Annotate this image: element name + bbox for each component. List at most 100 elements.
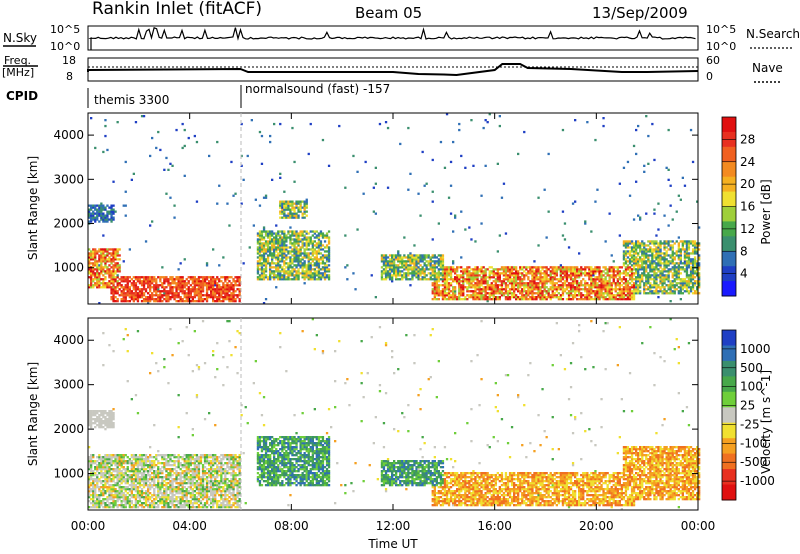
heatmap-cell xyxy=(224,278,227,281)
heatmap-cell xyxy=(100,490,103,493)
heatmap-cell xyxy=(266,232,270,235)
heatmap-cell xyxy=(134,298,138,301)
heatmap-cell xyxy=(171,282,174,285)
heatmap-cell xyxy=(279,260,282,263)
heatmap-cell xyxy=(289,238,292,241)
heatmap-cell xyxy=(527,276,530,279)
heatmap-cell xyxy=(635,128,638,132)
heatmap-cell xyxy=(645,262,648,265)
heatmap-cell xyxy=(523,296,526,299)
heatmap-cell xyxy=(586,282,589,285)
heatmap-cell xyxy=(454,276,457,279)
heatmap-cell xyxy=(126,334,129,337)
heatmap-cell xyxy=(102,268,105,271)
heatmap-cell xyxy=(303,210,306,213)
heatmap-cell xyxy=(287,202,290,205)
heatmap-cell xyxy=(600,272,603,275)
heatmap-cell xyxy=(478,284,481,287)
heatmap-cell xyxy=(472,296,475,299)
heatmap-cell xyxy=(535,296,538,299)
heatmap-cell xyxy=(667,248,670,251)
heatmap-cell xyxy=(504,288,508,291)
heatmap-cell xyxy=(559,286,562,289)
heatmap-cell xyxy=(685,276,689,279)
heatmap-cell xyxy=(624,288,628,291)
heatmap-cell xyxy=(462,282,465,285)
heatmap-cell xyxy=(663,262,666,265)
heatmap-cell xyxy=(96,286,99,289)
heatmap-cell xyxy=(635,240,638,243)
heatmap-cell xyxy=(529,272,532,275)
heatmap-cell xyxy=(454,296,457,299)
heatmap-cell xyxy=(681,266,684,269)
heatmap-cell xyxy=(472,270,475,273)
heatmap-cell xyxy=(151,282,154,285)
heatmap-cell xyxy=(305,240,308,243)
heatmap-cell xyxy=(447,270,451,273)
heatmap-cell xyxy=(114,288,117,291)
heatmap-cell xyxy=(643,254,646,257)
heatmap-cell xyxy=(108,476,111,479)
heatmap-cell xyxy=(218,298,221,301)
heatmap-cell xyxy=(547,294,550,297)
heatmap-cell xyxy=(112,284,115,287)
heatmap-cell xyxy=(626,294,630,297)
heatmap-cell xyxy=(409,262,412,265)
heatmap-cell xyxy=(513,282,516,285)
heatmap-cell xyxy=(513,286,516,289)
heatmap-cell xyxy=(100,504,103,507)
heatmap-cell xyxy=(104,474,107,477)
heatmap-cell xyxy=(323,240,327,243)
heatmap-cell xyxy=(685,262,689,265)
heatmap-cell xyxy=(488,296,491,299)
heatmap-cell xyxy=(535,288,538,291)
heatmap-cell xyxy=(98,410,101,413)
heatmap-cell xyxy=(269,242,272,245)
heatmap-cell xyxy=(671,284,674,287)
heatmap-cell xyxy=(535,284,538,287)
heatmap-cell xyxy=(555,278,558,281)
heatmap-cell xyxy=(476,286,479,289)
freq-left-tick-bottom: 8 xyxy=(66,70,73,83)
heatmap-cell xyxy=(691,276,695,279)
heatmap-cell xyxy=(458,298,461,301)
heatmap-cell xyxy=(553,272,556,275)
heatmap-cell xyxy=(403,264,406,267)
heatmap-cell xyxy=(531,276,534,279)
heatmap-cell xyxy=(630,256,634,259)
heatmap-cell xyxy=(224,292,227,295)
heatmap-cell xyxy=(256,270,260,273)
heatmap-cell xyxy=(663,256,666,259)
heatmap-cell xyxy=(663,274,666,277)
heatmap-cell xyxy=(260,232,264,235)
heatmap-cell xyxy=(478,298,481,301)
heatmap-cell xyxy=(291,248,294,251)
heatmap-cell xyxy=(606,274,609,277)
heatmap-cell xyxy=(683,242,687,245)
heatmap-cell xyxy=(574,276,577,279)
heatmap-cell xyxy=(480,288,483,291)
heatmap-cell xyxy=(90,206,93,209)
heatmap-cell xyxy=(657,284,660,287)
heatmap-cell xyxy=(130,294,133,297)
heatmap-cell xyxy=(592,268,595,271)
heatmap-cell xyxy=(291,214,294,217)
heatmap-cell xyxy=(419,214,422,217)
heatmap-cell xyxy=(321,260,325,263)
heatmap-cell xyxy=(92,280,95,283)
heatmap-cell xyxy=(612,266,615,269)
heatmap-cell xyxy=(480,284,483,287)
heatmap-cell xyxy=(140,280,144,283)
heatmap-cell xyxy=(689,290,693,293)
heatmap-cell xyxy=(673,270,676,273)
heatmap-cell xyxy=(431,268,434,271)
heatmap-cell xyxy=(96,506,99,509)
heatmap-cell xyxy=(399,272,402,275)
heatmap-cell xyxy=(271,232,274,235)
heatmap-cell xyxy=(639,280,642,283)
heatmap-cell xyxy=(100,480,103,483)
heatmap-cell xyxy=(293,160,296,164)
heatmap-cell xyxy=(588,276,591,279)
heatmap-cell xyxy=(108,496,111,499)
heatmap-cell xyxy=(106,210,109,213)
